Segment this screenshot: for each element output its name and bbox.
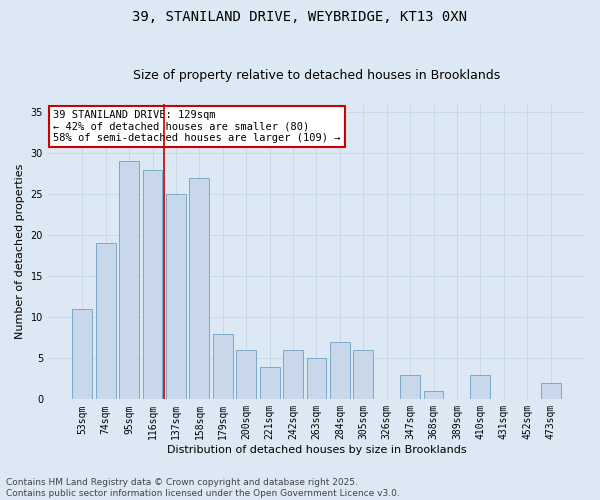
Bar (213, 334, 233, 400)
Bar (470, 374, 490, 400)
Title: Size of property relative to detached houses in Brooklands: Size of property relative to detached ho… (133, 69, 500, 82)
Bar (541, 383, 560, 400)
X-axis label: Distribution of detached houses by size in Brooklands: Distribution of detached houses by size … (167, 445, 466, 455)
Bar (143, 170, 163, 400)
Bar (353, 350, 373, 400)
Bar (166, 194, 186, 400)
Bar (73, 309, 92, 400)
Bar (236, 350, 256, 400)
Bar (96, 244, 116, 400)
Bar (190, 178, 209, 400)
Bar (400, 374, 420, 400)
Bar (307, 358, 326, 400)
Bar (283, 350, 303, 400)
Bar (260, 366, 280, 400)
Y-axis label: Number of detached properties: Number of detached properties (15, 164, 25, 340)
Bar (119, 162, 139, 400)
Text: Contains HM Land Registry data © Crown copyright and database right 2025.
Contai: Contains HM Land Registry data © Crown c… (6, 478, 400, 498)
Text: 39 STANILAND DRIVE: 129sqm
← 42% of detached houses are smaller (80)
58% of semi: 39 STANILAND DRIVE: 129sqm ← 42% of deta… (53, 110, 341, 143)
Bar (330, 342, 350, 400)
Text: 39, STANILAND DRIVE, WEYBRIDGE, KT13 0XN: 39, STANILAND DRIVE, WEYBRIDGE, KT13 0XN (133, 10, 467, 24)
Bar (424, 391, 443, 400)
